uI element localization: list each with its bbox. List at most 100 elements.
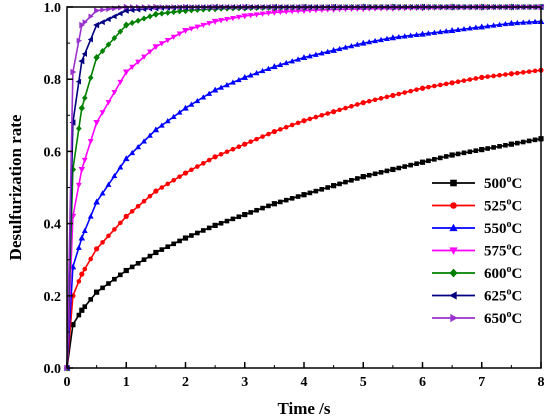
series-marker (307, 116, 313, 122)
series-marker (485, 146, 490, 151)
series-marker (372, 97, 378, 103)
series-marker (206, 21, 213, 27)
series-marker (230, 216, 236, 222)
data-point (331, 109, 337, 115)
series-marker (325, 185, 331, 190)
series-marker (265, 10, 272, 17)
series-marker (520, 19, 527, 25)
series-marker (266, 131, 271, 137)
series-marker (170, 8, 177, 16)
series-marker (141, 257, 147, 263)
data-point (182, 27, 189, 34)
series-marker (461, 150, 467, 156)
legend-temp: 525 (484, 199, 507, 215)
data-point (211, 86, 219, 93)
legend-temp: 500 (484, 176, 507, 192)
series-marker (200, 161, 206, 166)
series-marker (76, 279, 82, 284)
series-marker (378, 96, 384, 101)
series-525 (64, 67, 544, 371)
series-marker (188, 101, 195, 107)
series-marker (141, 138, 147, 144)
data-point (449, 152, 455, 158)
data-point (79, 21, 86, 29)
x-tick-label: 3 (241, 375, 248, 390)
series-marker (87, 139, 94, 145)
legend-unit-celsius: C (512, 221, 523, 237)
series-marker (158, 122, 165, 128)
series-marker (503, 142, 508, 148)
legend-unit-degree: o (507, 219, 512, 230)
data-point (508, 19, 515, 26)
series-marker (111, 172, 118, 179)
series-marker (337, 107, 342, 113)
legend-item-525: 525oC (432, 197, 522, 215)
x-tick-label: 2 (182, 375, 189, 390)
series-marker (224, 17, 230, 23)
series-marker (342, 44, 349, 50)
series-marker (235, 14, 242, 21)
series-marker (443, 81, 449, 87)
series-marker (87, 74, 94, 81)
series-marker (87, 213, 94, 219)
series-marker (432, 83, 437, 89)
data-point (78, 166, 86, 173)
data-point (271, 128, 277, 135)
series-line (66, 138, 542, 369)
series-marker (336, 45, 343, 52)
series-marker (177, 238, 182, 244)
series-marker (283, 59, 290, 66)
data-point (241, 74, 249, 80)
series-marker (135, 144, 142, 150)
series-marker (236, 214, 242, 220)
series-marker (402, 164, 408, 169)
x-tick-label: 1 (123, 375, 130, 390)
series-marker (129, 264, 135, 270)
x-axis-title: Time /s (277, 399, 330, 418)
series-marker (189, 167, 194, 173)
series-marker (484, 23, 491, 29)
series-marker (355, 176, 360, 181)
series-marker (414, 87, 419, 92)
data-point (94, 246, 100, 252)
series-marker (366, 172, 372, 178)
series-marker (105, 16, 111, 23)
series-marker (355, 102, 360, 107)
x-tick-label: 6 (419, 375, 426, 390)
data-point (79, 271, 85, 277)
data-point (300, 54, 308, 61)
legend-label: 600oC (484, 264, 522, 282)
series-marker (408, 162, 413, 168)
data-point (449, 80, 455, 86)
series-marker (254, 136, 259, 142)
series-marker (170, 34, 177, 40)
series-marker (402, 90, 408, 95)
series-marker (147, 49, 153, 55)
data-point (508, 71, 514, 77)
legend-label: 575oC (484, 242, 522, 260)
data-point (153, 188, 159, 194)
series-500 (64, 136, 544, 371)
series-marker (171, 177, 176, 183)
series-marker (81, 94, 88, 102)
data-point (360, 100, 366, 106)
series-marker (253, 70, 260, 76)
series-marker (319, 113, 325, 118)
series-marker (81, 51, 87, 57)
data-point (478, 23, 486, 30)
series-marker (112, 276, 117, 282)
data-point (242, 141, 248, 147)
series-marker (343, 179, 348, 185)
series-marker (324, 48, 331, 54)
data-point (448, 27, 456, 33)
data-point (212, 154, 218, 160)
series-marker (366, 38, 373, 45)
data-point (419, 85, 426, 91)
series-marker (147, 253, 153, 259)
series-marker (455, 151, 461, 157)
series-marker (229, 15, 236, 22)
series-marker (503, 72, 508, 77)
series-marker (165, 181, 171, 187)
data-point (419, 159, 426, 165)
series-marker (384, 94, 390, 100)
